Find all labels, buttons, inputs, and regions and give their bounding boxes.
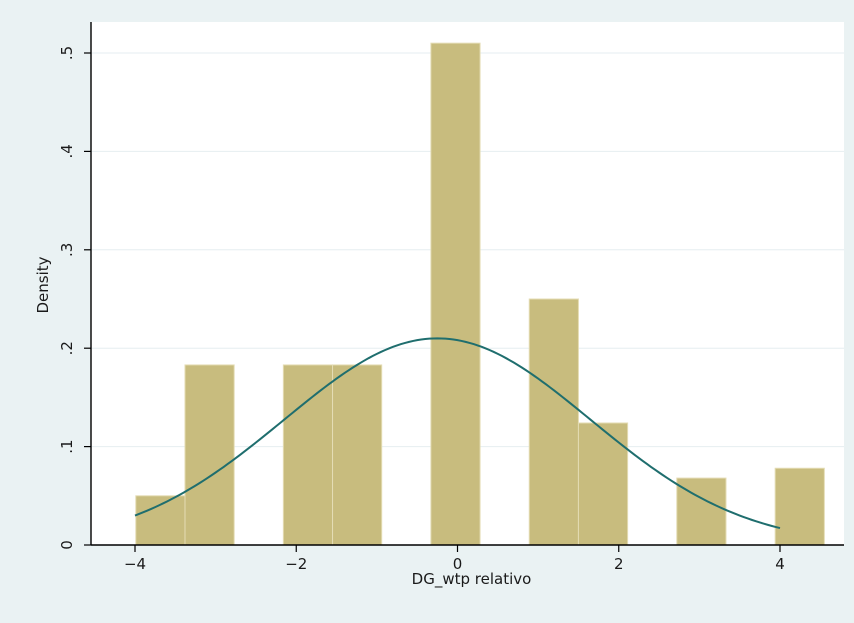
histogram-bar [184,364,235,546]
histogram-bar [528,298,579,546]
histogram-bar [774,467,825,546]
histogram-bar [430,42,481,546]
histogram-bar [282,364,334,546]
histogram-bar [577,422,629,546]
y-tick-label: .2 [58,341,76,355]
x-axis-title: DG_wtp relativo [412,570,532,589]
histogram-bars [135,42,825,546]
x-tick-label: 2 [614,555,624,573]
y-tick-label: .3 [58,243,76,257]
x-tick-label: −2 [285,555,307,573]
tick-labels: −4 −2 0 2 4 0 .1 .2 .3 .4 .5 [58,46,785,573]
y-axis-title: Density [34,256,52,313]
histogram-bar [332,364,383,546]
histogram-bar [135,495,186,546]
x-tick-label: −4 [124,555,146,573]
y-tick-label: 0 [58,540,76,550]
axes [90,22,844,546]
x-tick-label: 4 [775,555,785,573]
y-tick-label: .1 [58,439,76,453]
histogram-bar [676,477,727,546]
normal-density-curve [134,337,781,530]
y-tick-label: .5 [58,46,76,60]
x-tick-label: 0 [453,555,463,573]
y-tick-label: .4 [58,144,76,158]
